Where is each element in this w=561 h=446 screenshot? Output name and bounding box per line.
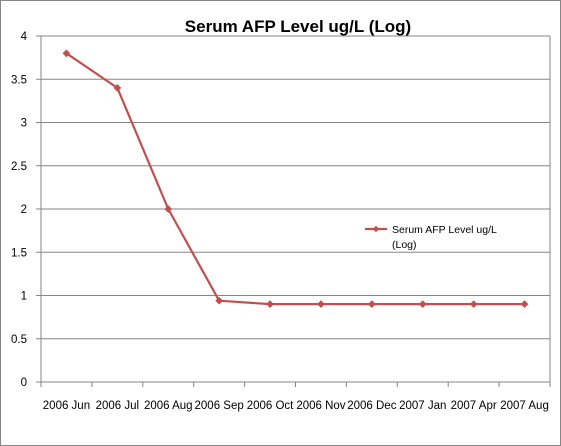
y-tick-label: 4 xyxy=(21,31,28,43)
series-line xyxy=(65,52,525,306)
data-point-marker xyxy=(520,300,529,309)
x-axis-ticks: 2006 Jun 2006 Jul 2006 Aug 2006 Sep 2006 Oct… xyxy=(43,400,549,412)
x-tick-label: 2006 Jun xyxy=(43,400,90,412)
y-tick-label: 3 xyxy=(21,118,27,130)
y-tick-label: 2 xyxy=(21,204,27,216)
x-tick-label: 2006 Aug xyxy=(144,400,193,412)
x-tick-label: 2007 Apr xyxy=(451,400,497,412)
y-tick-label: 2.5 xyxy=(11,161,27,173)
y-axis-ticks: 0 0.5 1 1.5 2 2.5 3 3.5 4 xyxy=(11,31,28,389)
x-tick-label: 2006 Dec xyxy=(347,400,396,412)
y-tick-label: 1 xyxy=(21,291,27,303)
axes xyxy=(36,35,551,387)
x-tick-label: 2006 Sep xyxy=(195,400,244,412)
x-tick-label: 2007 Aug xyxy=(500,400,549,412)
y-tick-label: 0.5 xyxy=(11,334,27,346)
legend-marker xyxy=(372,225,380,233)
y-tick-label: 3.5 xyxy=(11,74,27,86)
series xyxy=(62,49,529,309)
x-tick-label: 2006 Oct xyxy=(247,400,294,412)
x-tick-label: 2006 Nov xyxy=(296,400,345,412)
y-tick-label: 1.5 xyxy=(11,247,27,259)
data-point-marker xyxy=(215,296,224,305)
data-point-marker xyxy=(62,49,71,58)
data-point-marker xyxy=(113,83,122,92)
chart-title: Serum AFP Level ug/L (Log) xyxy=(185,17,411,36)
x-tick-label: 2007 Jan xyxy=(399,400,446,412)
grid xyxy=(41,35,550,340)
legend-label: (Log) xyxy=(392,239,417,251)
data-point-marker xyxy=(367,300,376,309)
x-tick-label: 2006 Jul xyxy=(96,400,139,412)
legend-label: Serum AFP Level ug/L xyxy=(392,224,497,236)
data-point-marker xyxy=(266,300,275,309)
data-point-marker xyxy=(316,300,325,309)
data-point-marker xyxy=(164,205,173,213)
legend: Serum AFP Level ug/L (Log) xyxy=(365,224,497,251)
y-tick-label: 0 xyxy=(21,377,27,389)
data-point-marker xyxy=(418,300,427,309)
data-point-marker xyxy=(469,300,478,309)
